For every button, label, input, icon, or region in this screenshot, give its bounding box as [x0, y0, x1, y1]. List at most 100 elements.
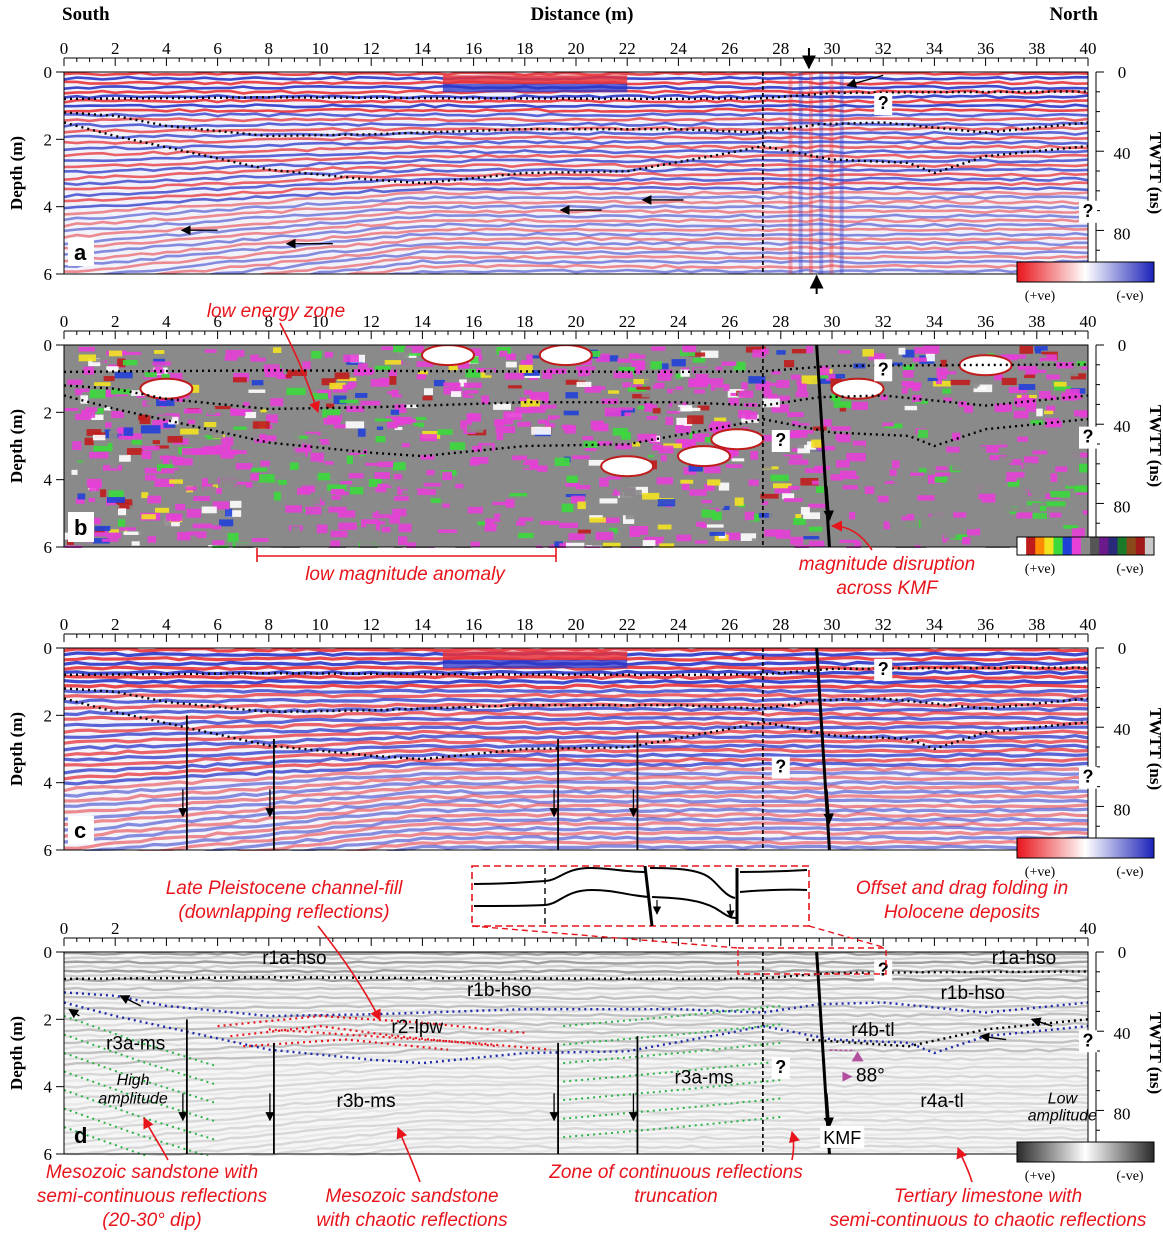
- panel-c-reflection: [64, 710, 1088, 721]
- panel-b-magnitude-cell: [795, 391, 809, 398]
- panel-a-reflection: [64, 103, 1088, 109]
- panel-b-magnitude-cell: [108, 505, 120, 509]
- magnitude-scale-swatch: [1126, 537, 1137, 555]
- panel-b-magnitude-cell: [328, 524, 348, 529]
- panel-b-magnitude-cell: [410, 503, 424, 509]
- x-tick-label: 32: [875, 615, 892, 634]
- panel-b-magnitude-cell: [823, 419, 832, 427]
- panel-b-magnitude-cell: [1066, 478, 1081, 487]
- panel-b-magnitude-cell: [114, 372, 133, 379]
- panel-b-magnitude-cell: [426, 469, 435, 476]
- panel-b-magnitude-cell: [66, 423, 75, 428]
- panel-c-reflection: [64, 743, 1088, 762]
- panel-b-magnitude-cell: [561, 503, 574, 513]
- x-tick-label: 2: [111, 39, 120, 58]
- panel-b-magnitude-cell: [544, 531, 557, 540]
- panel-b-magnitude-cell: [927, 377, 938, 382]
- panel-b-magnitude-cell: [233, 426, 247, 430]
- panel-b-magnitude-cell: [783, 498, 803, 502]
- unit-label: Low: [1048, 1091, 1079, 1108]
- panel-b-magnitude-cell: [957, 483, 965, 489]
- x-tick-label: 38: [1028, 312, 1045, 331]
- panel-b-magnitude-cell: [1070, 373, 1086, 380]
- panel-d-reflection: [64, 990, 1088, 996]
- panel-b-magnitude-cell: [865, 535, 878, 542]
- panel-b-magnitude-cell: [485, 417, 494, 423]
- panel-b-magnitude-cell: [1018, 384, 1036, 390]
- panel-d-green-reflector: [563, 1023, 781, 1046]
- panel-b-magnitude-cell: [505, 361, 517, 368]
- panel-b-magnitude-cell: [790, 374, 801, 380]
- panel-d-reflection: [64, 982, 1088, 987]
- panel-b-magnitude-cell: [735, 422, 745, 427]
- panel-c-reflection: [203, 825, 1088, 851]
- panel-b-magnitude-cell: [80, 409, 96, 418]
- panel-b-magnitude-cell: [1078, 463, 1088, 473]
- twtt-axis-label: TWTT (ns): [1146, 132, 1163, 214]
- panel-b-magnitude-cell: [676, 417, 693, 426]
- panel-b-letter: b: [74, 515, 87, 540]
- panel-b-magnitude-cell: [302, 433, 318, 441]
- panel-c: 0 2 4 6 8 10 12 14 16 18 20 22 24 26 28 30 32 34 36 38 40024…: [7, 615, 1163, 880]
- panel-b-magnitude-cell: [329, 419, 341, 424]
- panel-d-reflection: [64, 1008, 1088, 1016]
- question-mark-bg: [874, 93, 893, 116]
- panel-b-magnitude-cell: [616, 499, 630, 508]
- panel-c-image: [64, 648, 1088, 851]
- panel-b-magnitude-cell: [629, 526, 649, 535]
- panel-b-magnitude-cell: [276, 373, 292, 380]
- panel-b-magnitude-cell: [119, 527, 137, 531]
- panel-b-magnitude-cell: [888, 494, 907, 502]
- panel-a-reflection: [64, 116, 1088, 123]
- panel-a-ringing: [819, 72, 824, 274]
- panel-b-magnitude-cell: [796, 377, 805, 385]
- panel-b-magnitude-cell: [88, 482, 103, 488]
- panel-b-magnitude-cell: [477, 521, 486, 526]
- panel-b-magnitude-cell: [971, 473, 980, 477]
- panel-b-magnitude-cell: [680, 369, 690, 377]
- panel-b-magnitude-cell: [515, 501, 536, 510]
- panel-b-magnitude-cell: [388, 369, 398, 377]
- depth-axis-label: Depth (m): [7, 712, 26, 786]
- panel-b-magnitude-cell: [479, 385, 498, 395]
- panel-b-magnitude-cell: [743, 403, 758, 407]
- panel-b-magnitude-cell: [321, 532, 333, 539]
- panel-b-magnitude-cell: [795, 513, 802, 519]
- panel-d-reflection: [64, 977, 1088, 983]
- panel-b-magnitude-cell: [859, 468, 875, 473]
- panel-b-magnitude-cell: [304, 526, 320, 532]
- panel-b-magnitude-cell: [212, 488, 222, 494]
- panel-b-magnitude-cell: [278, 448, 296, 456]
- x-tick-label: 38: [1028, 615, 1045, 634]
- question-mark-bg: [1079, 200, 1097, 223]
- panel-a-reflection: [64, 153, 1088, 169]
- panel-d-reflection: [64, 1047, 1088, 1067]
- panel-b-magnitude-cell: [1034, 346, 1048, 351]
- panel-b-magnitude-cell: [589, 515, 603, 519]
- panel-b-magnitude-cell: [437, 529, 457, 533]
- panel-d-reflection: [64, 1065, 1088, 1089]
- panel-b-magnitude-cell: [656, 508, 673, 512]
- panel-b-magnitude-cell: [565, 379, 586, 385]
- panel-b-fault-motion-arrow: [823, 486, 834, 522]
- panel-b-magnitude-cell: [346, 455, 353, 464]
- panel-b-magnitude-cell: [327, 484, 347, 491]
- mesozoic-semi-arrow: [143, 1116, 169, 1161]
- scale-positive-label: (+ve): [1025, 562, 1056, 577]
- panel-b-magnitude-cell: [163, 455, 170, 464]
- panel-b-magnitude-cell: [297, 505, 311, 509]
- panel-b-magnitude-cell: [457, 513, 467, 521]
- panel-b-magnitude-cell: [517, 421, 531, 427]
- panel-a-strong-band: [442, 75, 628, 84]
- panel-b-magnitude-cell: [769, 423, 782, 428]
- panel-b-magnitude-cell: [651, 346, 666, 351]
- panel-b-magnitude-cell: [398, 536, 408, 545]
- x-tick-label: 28: [772, 312, 789, 331]
- x-tick-label: 32: [875, 39, 892, 58]
- panel-b-high-magnitude: [538, 345, 593, 367]
- panel-b-magnitude-cell: [233, 372, 249, 382]
- panel-b-magnitude-cell: [961, 516, 979, 520]
- panel-d-reflection: [288, 1140, 1088, 1156]
- panel-a-reflection: [64, 107, 1088, 114]
- panel-b-magnitude-cell: [1065, 388, 1080, 396]
